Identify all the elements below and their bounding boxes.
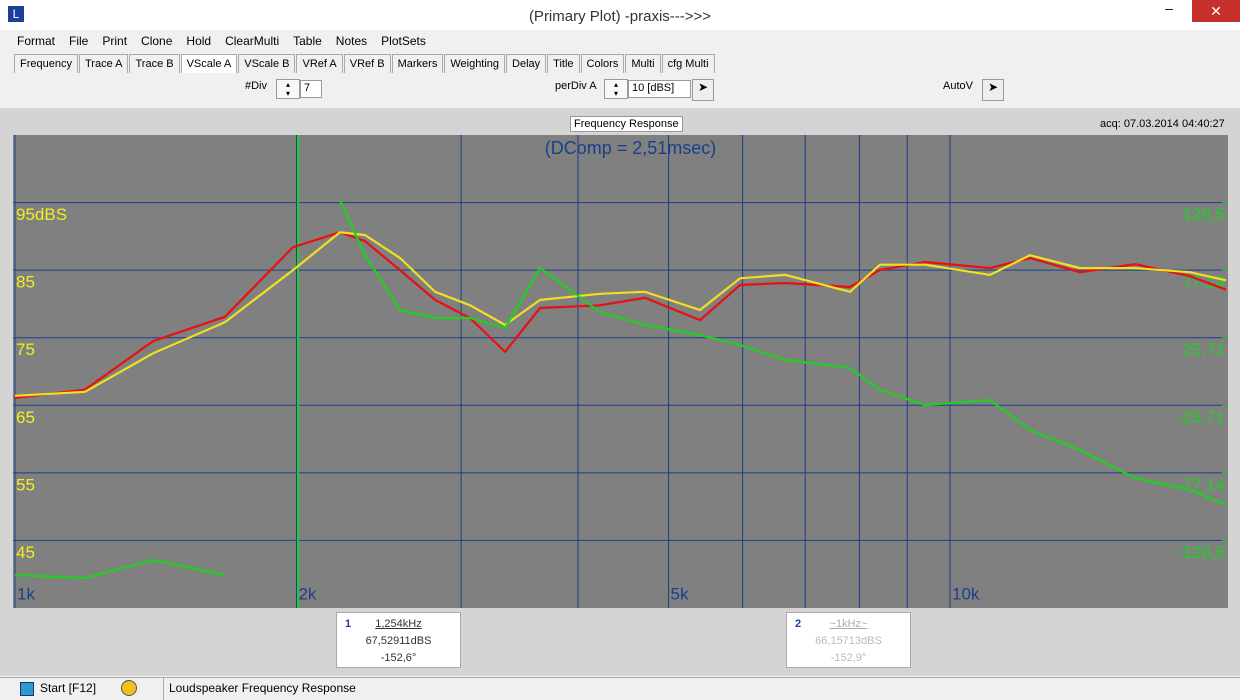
x-tick-label: 5k: [671, 584, 689, 603]
window-title: (Primary Plot) -praxis--->>>: [528, 8, 712, 25]
annotation: (DComp = 2,51msec): [545, 138, 717, 158]
tab[interactable]: Trace A: [78, 54, 129, 73]
plot-title: Frequency Response: [570, 116, 683, 132]
tab[interactable]: VRef B: [343, 54, 391, 73]
menu-item[interactable]: Notes: [335, 34, 368, 48]
title-bar: L (Primary Plot) -praxis--->>> – ✕: [0, 0, 1240, 30]
x-tick-label: 10k: [952, 584, 980, 603]
div-input[interactable]: 7: [300, 80, 322, 98]
marker-readout: 2 ~1kHz~ 66,15713dBS -152,9°: [786, 612, 911, 668]
menu-item[interactable]: Format: [17, 34, 56, 48]
tab[interactable]: Title: [547, 54, 580, 73]
menu-item[interactable]: File: [69, 34, 89, 48]
minimize-button[interactable]: –: [1165, 0, 1173, 16]
tab[interactable]: VScale B: [238, 54, 296, 73]
y2-tick-label: 128,5: [1182, 205, 1225, 224]
perdiv-spinner[interactable]: ▴ ▾: [604, 79, 628, 99]
perdiv-input[interactable]: 10 [dBS]: [628, 80, 691, 98]
tab[interactable]: Multi: [625, 54, 661, 73]
plot-area: 1k 2k 5k 10k95dBS8575655545128,577,1425,71-…: [13, 135, 1228, 608]
menu-item[interactable]: Clone: [141, 34, 173, 48]
marker-id: 2: [795, 618, 802, 630]
y2-tick-label: -25,71: [1177, 408, 1225, 427]
tab[interactable]: Trace B: [129, 54, 180, 73]
div-label: #Div: [245, 80, 268, 92]
marker-id: 1: [345, 618, 352, 630]
y-tick-label: 85: [16, 273, 35, 292]
y-tick-label: 55: [16, 475, 35, 494]
tab[interactable]: Markers: [391, 54, 444, 73]
trace-line: [14, 199, 1227, 580]
marker-freq: ~1kHz~: [829, 618, 868, 630]
status-text: Loudspeaker Frequency Response: [169, 681, 356, 695]
marker-phase: -152,6°: [380, 652, 417, 664]
marker-level: 66,15713dBS: [815, 635, 882, 647]
y-tick-label: 65: [16, 408, 35, 427]
tab[interactable]: Colors: [580, 54, 625, 73]
marker-level: 67,52911dBS: [365, 635, 432, 647]
start-icon[interactable]: [20, 682, 34, 696]
y-tick-label: 95dBS: [16, 205, 67, 224]
start-label[interactable]: Start [F12]: [40, 681, 97, 695]
plot-background: [13, 135, 1228, 608]
app-icon: L: [8, 6, 24, 22]
status-bar: Start [F12] Loudspeaker Frequency Respon…: [0, 677, 1240, 700]
div-spinner[interactable]: ▴ ▾: [276, 79, 300, 99]
x-tick-label: 2k: [298, 584, 316, 603]
tab[interactable]: VScale A: [180, 54, 238, 73]
tab[interactable]: VRef A: [296, 54, 343, 73]
tab[interactable]: Weighting: [444, 54, 506, 73]
y2-tick-label: 25,71: [1182, 340, 1225, 359]
separator: [163, 678, 164, 700]
menu-item[interactable]: Table: [293, 34, 322, 48]
perdiv-label: perDiv A: [555, 80, 597, 92]
menu-item[interactable]: ClearMulti: [225, 34, 280, 48]
menu-item[interactable]: PlotSets: [381, 34, 426, 48]
y2-tick-label: -128,5: [1177, 543, 1225, 562]
close-button[interactable]: ✕: [1192, 0, 1240, 22]
acq-time: acq: 07.03.2014 04:40:27: [1100, 118, 1225, 130]
y-tick-label: 45: [16, 543, 35, 562]
tab[interactable]: cfg Multi: [661, 54, 715, 73]
autov-label: AutoV: [943, 80, 973, 92]
trace-line: [14, 231, 1227, 397]
y-tick-label: 75: [16, 340, 35, 359]
marker-phase: -152,9°: [830, 652, 867, 664]
menu-item[interactable]: Hold: [186, 34, 212, 48]
tab[interactable]: Delay: [506, 54, 547, 73]
perdiv-button[interactable]: ➤: [692, 79, 714, 101]
menu-item[interactable]: Print: [102, 34, 128, 48]
autov-button[interactable]: ➤: [982, 79, 1004, 101]
clock-icon[interactable]: [121, 680, 137, 696]
y2-tick-label: -77,14: [1177, 475, 1225, 494]
x-tick-label: 1k: [17, 584, 35, 603]
marker-readout: 1 1,254kHz 67,52911dBS -152,6°: [336, 612, 461, 668]
tab[interactable]: Frequency: [14, 54, 78, 73]
marker-freq: 1,254kHz: [375, 618, 422, 630]
menu-bar: Format File Print Clone Hold ClearMulti Table N…: [0, 30, 1240, 52]
